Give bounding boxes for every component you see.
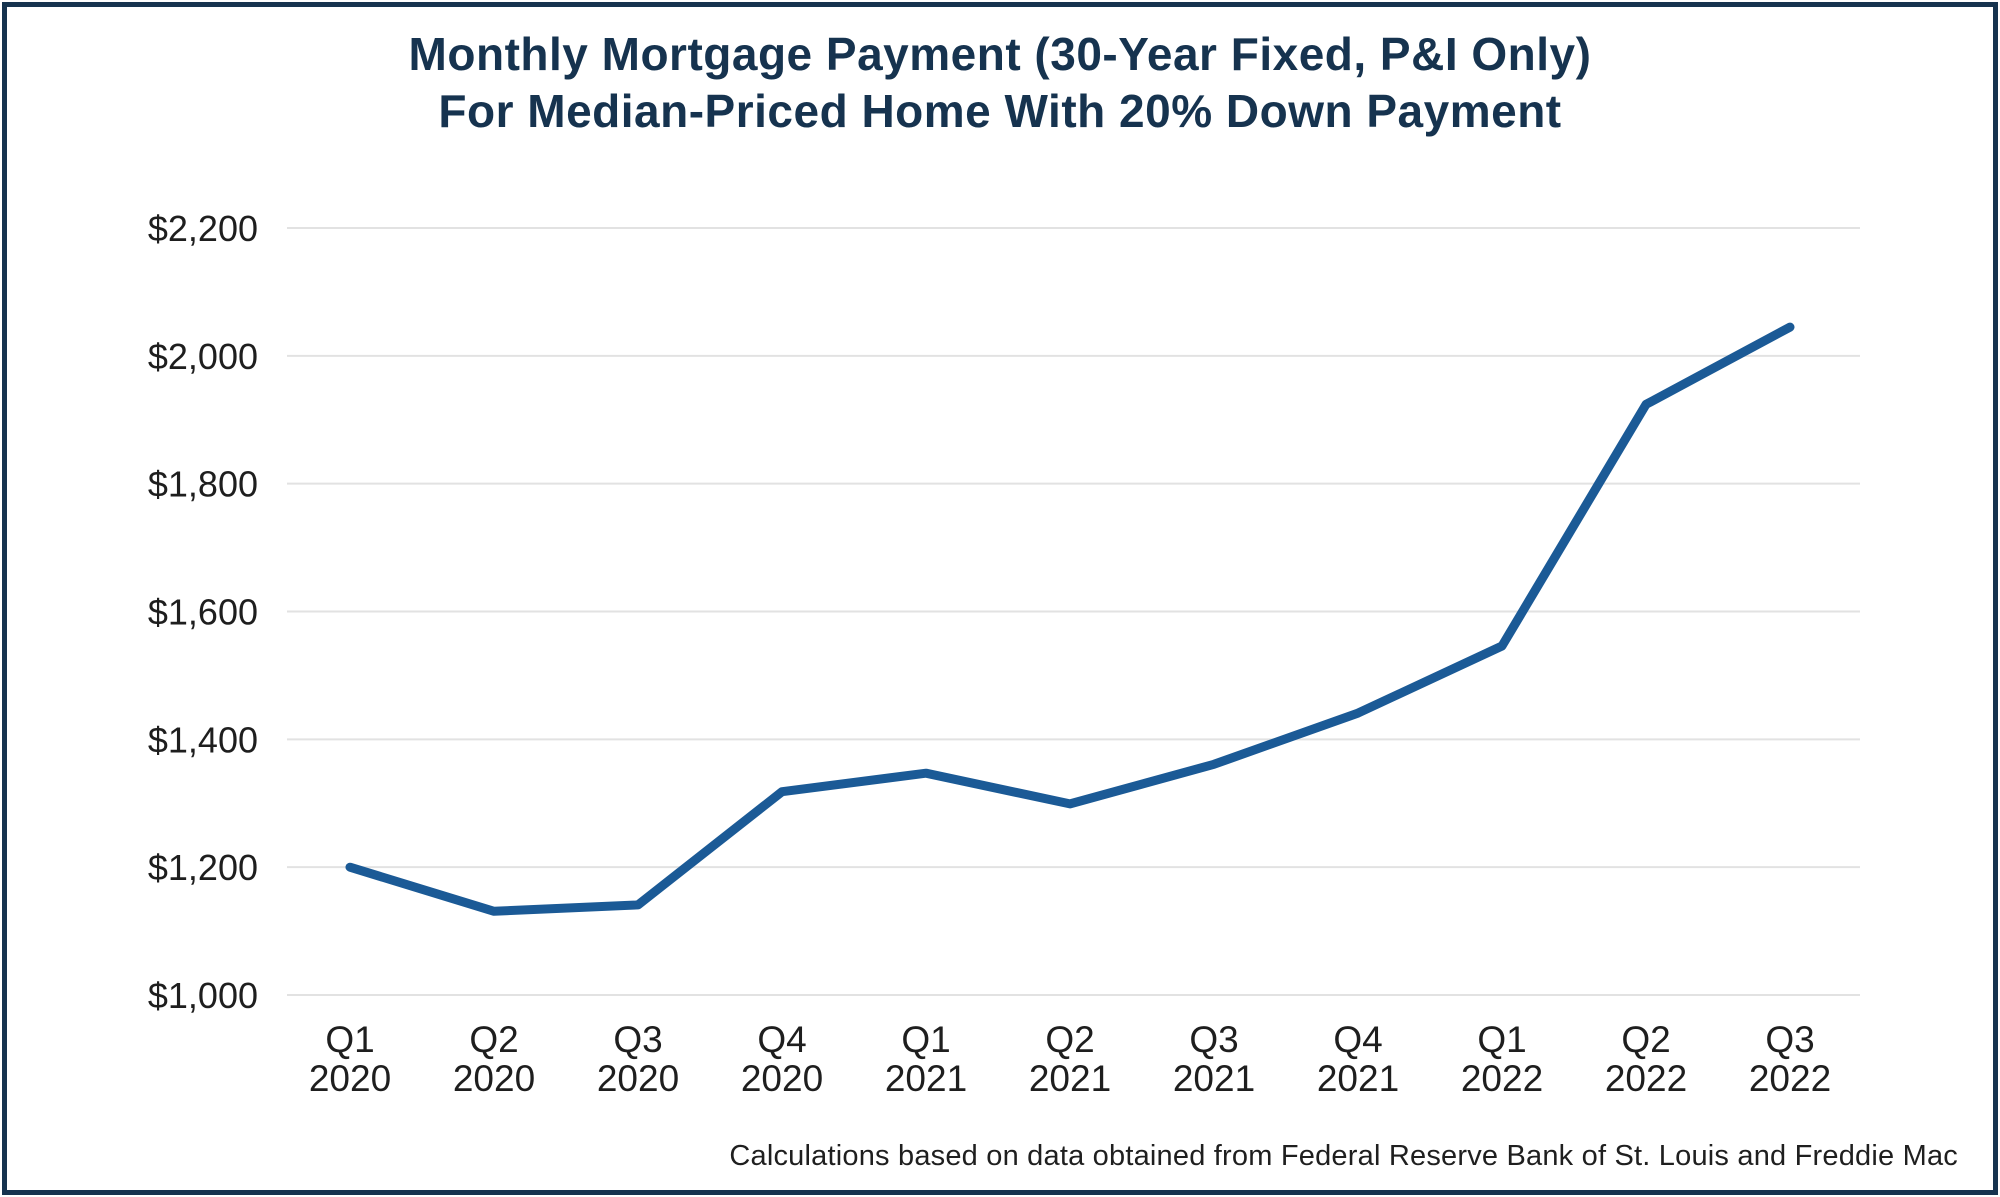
chart-title-line2: For Median-Priced Home With 20% Down Pay…: [438, 85, 1562, 137]
x-tick-label-year: 2021: [1317, 1058, 1399, 1099]
source-footnote: Calculations based on data obtained from…: [729, 1140, 1958, 1172]
x-tick-label-quarter: Q2: [469, 1019, 518, 1060]
y-tick-label: $1,600: [148, 592, 258, 633]
x-tick-label-year: 2020: [741, 1058, 823, 1099]
chart-title-line1: Monthly Mortgage Payment (30-Year Fixed,…: [408, 28, 1592, 80]
x-tick-label-quarter: Q3: [1189, 1019, 1238, 1060]
x-tick-label-quarter: Q4: [1333, 1019, 1382, 1060]
x-tick-label-quarter: Q2: [1045, 1019, 1094, 1060]
x-tick-label-quarter: Q3: [1765, 1019, 1814, 1060]
y-tick-label: $1,800: [148, 464, 258, 505]
x-tick-label-year: 2021: [885, 1058, 967, 1099]
payment-trend-line: [345, 322, 1795, 916]
chart-title: Monthly Mortgage Payment (30-Year Fixed,…: [0, 26, 2000, 140]
x-tick-label-quarter: Q1: [325, 1019, 374, 1060]
y-tick-label: $2,000: [148, 336, 258, 377]
x-tick-label-year: 2022: [1461, 1058, 1543, 1099]
y-tick-label: $1,200: [148, 847, 258, 888]
y-tick-label: $2,200: [148, 208, 258, 249]
x-tick-label-quarter: Q4: [757, 1019, 806, 1060]
x-tick-label-quarter: Q1: [901, 1019, 950, 1060]
x-tick-label-quarter: Q3: [613, 1019, 662, 1060]
y-tick-label: $1,400: [148, 719, 258, 760]
x-tick-label-year: 2021: [1173, 1058, 1255, 1099]
x-tick-label-year: 2021: [1029, 1058, 1111, 1099]
x-tick-label-year: 2022: [1749, 1058, 1831, 1099]
y-tick-label: $1,000: [148, 975, 258, 1016]
x-tick-label-quarter: Q1: [1477, 1019, 1526, 1060]
x-tick-label-year: 2020: [597, 1058, 679, 1099]
x-tick-label-year: 2020: [453, 1058, 535, 1099]
x-tick-label-year: 2020: [309, 1058, 391, 1099]
x-tick-label-quarter: Q2: [1621, 1019, 1670, 1060]
x-tick-label-year: 2022: [1605, 1058, 1687, 1099]
